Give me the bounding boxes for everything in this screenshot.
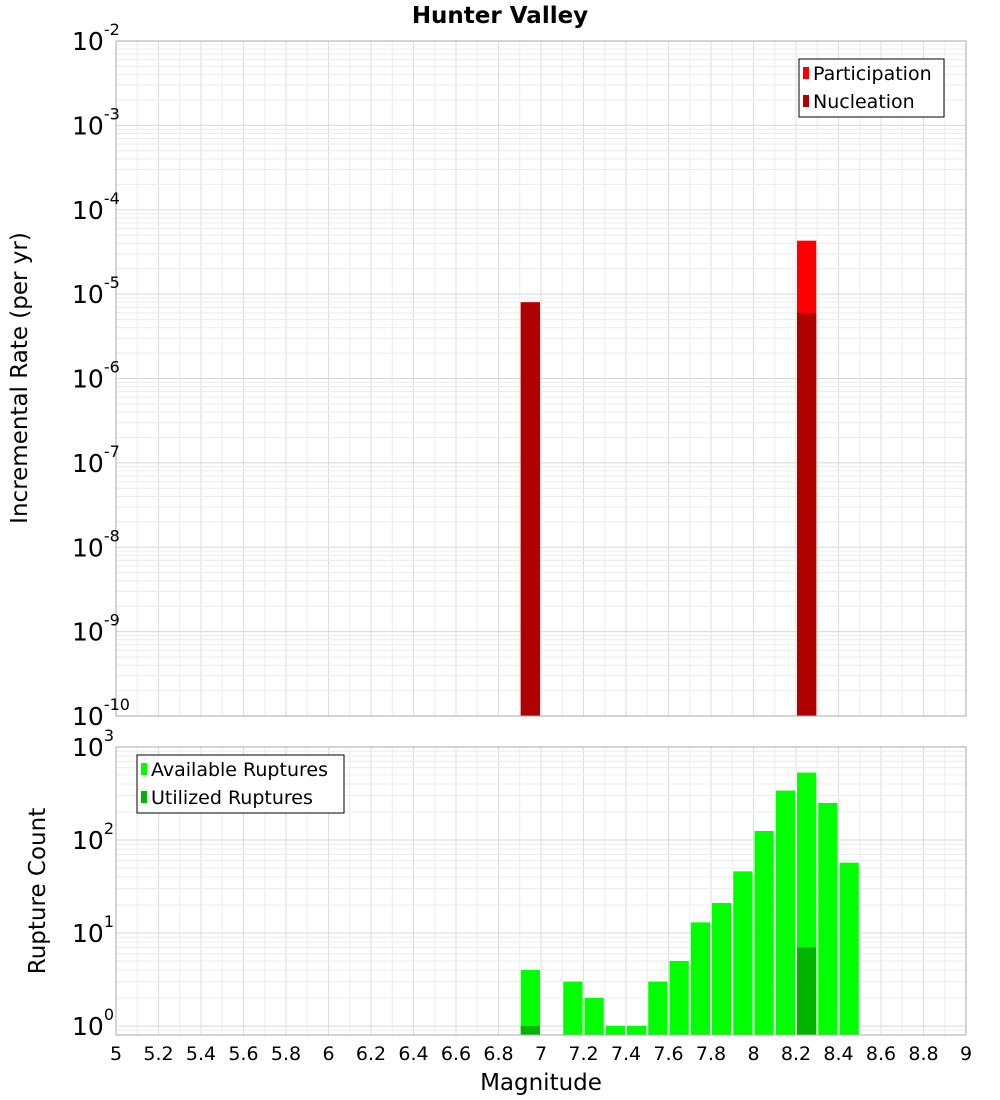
y-tick-label: 102 xyxy=(72,819,114,855)
x-tick-label: 5.2 xyxy=(143,1043,173,1065)
top-panel: 10-10 10-9 10-8 10-7 10-6 10-5 10-4 10-3 10-2 In… xyxy=(7,20,967,731)
top-y-tick-labels: 10-10 10-9 10-8 10-7 10-6 10-5 10-4 10-3 10-2 xyxy=(72,20,130,731)
legend-box xyxy=(136,754,345,814)
x-tick-label: 8.4 xyxy=(823,1043,853,1065)
top-y-axis-label: Incremental Rate (per yr) xyxy=(7,232,33,524)
x-tick-label: 5.8 xyxy=(271,1043,301,1065)
x-tick-label: 6 xyxy=(322,1043,334,1065)
bottom-y-axis-label: Rupture Count xyxy=(25,808,51,974)
bar-available-ruptures xyxy=(690,922,710,1035)
bar-available-ruptures xyxy=(839,862,859,1035)
x-tick-label: 6.6 xyxy=(441,1043,471,1065)
x-tick-label: 7 xyxy=(535,1043,547,1065)
bar-utilized-ruptures xyxy=(797,947,817,1035)
y-tick-label: 101 xyxy=(72,912,114,948)
bar-utilized-ruptures xyxy=(520,1025,540,1035)
bar-available-ruptures xyxy=(605,1025,625,1035)
x-tick-label: 7.4 xyxy=(611,1043,641,1065)
legend-swatch xyxy=(141,763,147,775)
y-tick-label: 10-3 xyxy=(72,104,120,140)
x-tick-label: 5 xyxy=(110,1043,122,1065)
x-tick-label: 5.6 xyxy=(228,1043,258,1065)
legend-swatch xyxy=(141,791,147,803)
bottom-panel: 100 101 102 103 5 5.2 5.4 5.6 5.8 6 6.2 6.4 6.6 6.8 7… xyxy=(25,726,972,1096)
bar-available-ruptures xyxy=(648,981,668,1035)
bar-available-ruptures xyxy=(520,969,540,1035)
top-grid xyxy=(115,40,967,717)
x-tick-label: 6.4 xyxy=(398,1043,428,1065)
legend-label: Participation xyxy=(813,63,932,85)
legend-swatch xyxy=(803,67,809,79)
legend-label: Nucleation xyxy=(813,91,915,113)
top-legend: Participation Nucleation xyxy=(798,58,945,118)
y-tick-label: 10-10 xyxy=(72,695,130,731)
y-tick-label: 10-6 xyxy=(72,358,120,394)
x-tick-label: 8.2 xyxy=(781,1043,811,1065)
bar-available-ruptures xyxy=(733,871,753,1035)
y-tick-label: 10-5 xyxy=(72,273,120,309)
legend-box xyxy=(798,58,945,118)
bottom-y-tick-labels: 100 101 102 103 xyxy=(72,726,114,1041)
y-tick-label: 100 xyxy=(72,1005,114,1041)
x-tick-label: 5.4 xyxy=(186,1043,216,1065)
x-axis-label: Magnitude xyxy=(480,1070,602,1096)
x-tick-label: 7.2 xyxy=(568,1043,598,1065)
x-tick-labels: 5 5.2 5.4 5.6 5.8 6 6.2 6.4 6.6 6.8 7 7.2 7.4 7.6 7.8 8… xyxy=(110,1043,972,1065)
legend-swatch xyxy=(803,95,809,107)
x-tick-label: 8.8 xyxy=(908,1043,938,1065)
legend-label: Available Ruptures xyxy=(151,759,328,781)
bar-available-ruptures xyxy=(563,981,583,1035)
bottom-plot-border xyxy=(115,746,967,1036)
bar-available-ruptures xyxy=(584,997,604,1035)
bar-available-ruptures xyxy=(775,790,795,1035)
x-tick-label: 6.8 xyxy=(483,1043,513,1065)
y-tick-label: 10-9 xyxy=(72,611,120,647)
bottom-legend: Available Ruptures Utilized Ruptures xyxy=(136,754,345,814)
top-plot-border xyxy=(115,40,967,717)
bar-available-ruptures xyxy=(754,830,774,1035)
bar-nucleation xyxy=(797,312,817,716)
bottom-bars xyxy=(520,772,859,1035)
y-tick-label: 10-2 xyxy=(72,20,120,56)
x-tick-label: 7.6 xyxy=(653,1043,683,1065)
bar-nucleation xyxy=(520,302,540,716)
x-tick-label: 6.2 xyxy=(356,1043,386,1065)
bar-available-ruptures xyxy=(818,802,838,1035)
y-tick-label: 103 xyxy=(72,726,114,762)
x-tick-label: 9 xyxy=(960,1043,972,1065)
bar-available-ruptures xyxy=(712,903,732,1035)
legend-label: Utilized Ruptures xyxy=(151,787,313,809)
bar-available-ruptures xyxy=(669,960,689,1035)
bar-available-ruptures xyxy=(627,1025,647,1035)
y-tick-label: 10-8 xyxy=(72,526,120,562)
chart-title: Hunter Valley xyxy=(412,3,588,29)
x-tick-label: 7.8 xyxy=(696,1043,726,1065)
y-tick-label: 10-7 xyxy=(72,442,120,478)
x-tick-label: 8 xyxy=(747,1043,759,1065)
top-bars xyxy=(520,240,817,717)
x-tick-label: 8.6 xyxy=(866,1043,896,1065)
y-tick-label: 10-4 xyxy=(72,189,120,225)
